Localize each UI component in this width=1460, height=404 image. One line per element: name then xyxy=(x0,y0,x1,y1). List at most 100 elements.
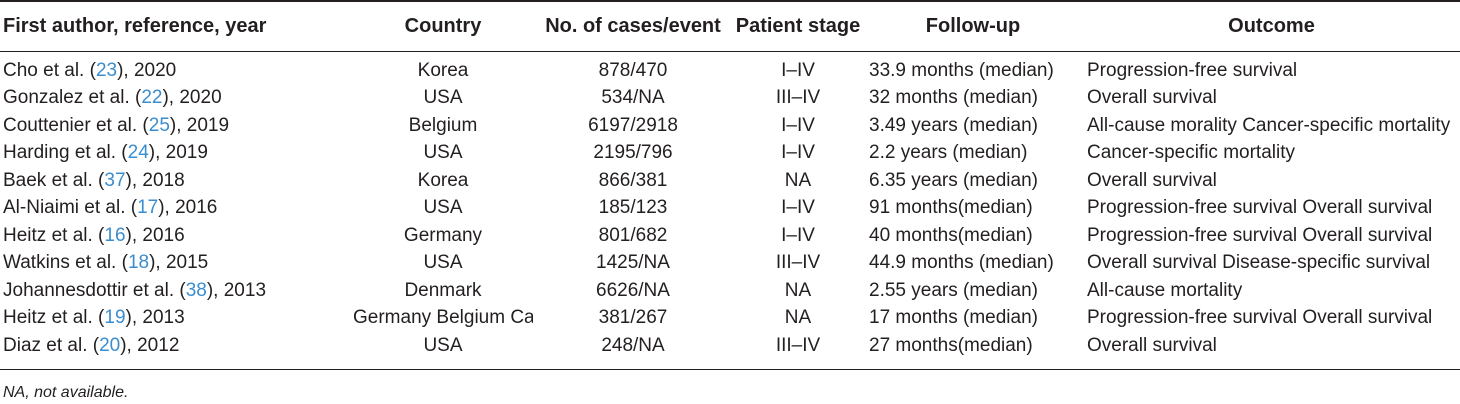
cell-country: Germany xyxy=(403,224,483,246)
reference-link[interactable]: 24 xyxy=(127,142,149,164)
table-row: Heitz et al. (19), 2013 Germany Belgium C… xyxy=(0,305,1460,333)
table-header: First author, reference, year Country No… xyxy=(0,2,1460,51)
cell-patient-stage: NA xyxy=(784,169,812,191)
cell-outcome: Overall survival xyxy=(1087,334,1217,356)
table-body: Cho et al. (23), 2020 Korea 878/470 I–IV 33.… xyxy=(0,51,1460,360)
studies-table: First author, reference, year Country No… xyxy=(0,2,1460,360)
cell-first-author: Cho et al. (23), 2020 xyxy=(0,51,353,85)
publication-year: ), 2018 xyxy=(125,169,185,191)
author-name: Cho et al. ( xyxy=(3,59,96,81)
header-outcome: Outcome xyxy=(1228,15,1315,37)
cell-first-author: Heitz et al. (16), 2016 xyxy=(0,222,353,250)
cell-outcome: Overall survival xyxy=(1087,87,1217,109)
cell-country: USA xyxy=(423,87,463,109)
cell-patient-stage: I–IV xyxy=(781,59,815,81)
table-row: Baek et al. (37), 2018 Korea 866/381 NA 6.35… xyxy=(0,167,1460,195)
reference-link[interactable]: 16 xyxy=(104,224,126,246)
cell-first-author: Watkins et al. (18), 2015 xyxy=(0,250,353,278)
author-name: Baek et al. ( xyxy=(3,169,105,191)
author-name: Harding et al. ( xyxy=(3,142,128,164)
cell-first-author: Heitz et al. (19), 2013 xyxy=(0,305,353,333)
publication-year: ), 2012 xyxy=(120,334,180,356)
cell-cases: 6626/NA xyxy=(596,279,670,301)
cell-outcome: Progression-free survival xyxy=(1087,59,1298,81)
cell-follow-up: 33.9 months (median) xyxy=(869,59,1054,81)
author-name: Al-Niaimi et al. ( xyxy=(3,197,138,219)
reference-link[interactable]: 37 xyxy=(104,169,126,191)
header-follow-up: Follow-up xyxy=(925,15,1021,37)
cell-cases: 248/NA xyxy=(601,334,665,356)
cell-follow-up: 40 months(median) xyxy=(869,224,1033,246)
cell-cases: 866/381 xyxy=(598,169,668,191)
header-patient-stage: Patient stage xyxy=(735,15,861,37)
cell-first-author: Johannesdottir et al. (38), 2013 xyxy=(0,277,353,305)
cell-outcome: Cancer-specific mortality xyxy=(1087,142,1295,164)
cell-country: Germany Belgium Canada xyxy=(353,307,533,329)
cell-patient-stage: I–IV xyxy=(781,142,815,164)
cell-country: USA xyxy=(423,142,463,164)
cell-first-author: Couttenier et al. (25), 2019 xyxy=(0,112,353,140)
author-name: Couttenier et al. ( xyxy=(3,114,149,136)
cell-patient-stage: III–IV xyxy=(775,334,821,356)
cell-outcome: Progression-free survival Overall surviv… xyxy=(1087,224,1433,246)
cell-patient-stage: NA xyxy=(784,279,812,301)
cell-country: USA xyxy=(423,334,463,356)
publication-year: ), 2020 xyxy=(117,59,177,81)
table-row: Watkins et al. (18), 2015 USA 1425/NA III–I… xyxy=(0,250,1460,278)
reference-link[interactable]: 25 xyxy=(148,114,170,136)
table-row: Al-Niaimi et al. (17), 2016 USA 185/123 I–I… xyxy=(0,195,1460,223)
cell-country: USA xyxy=(423,197,463,219)
reference-link[interactable]: 23 xyxy=(95,59,118,81)
cell-follow-up: 44.9 months (median) xyxy=(869,252,1054,274)
publication-year: ), 2019 xyxy=(148,142,208,164)
table-row: Gonzalez et al. (22), 2020 USA 534/NA III–I… xyxy=(0,85,1460,113)
cell-cases: 2195/796 xyxy=(593,142,673,164)
publication-year: ), 2013 xyxy=(125,307,185,329)
cell-first-author: Harding et al. (24), 2019 xyxy=(0,140,353,168)
cell-follow-up: 17 months (median) xyxy=(869,307,1038,329)
cell-cases: 185/123 xyxy=(598,197,668,219)
publication-year: ), 2020 xyxy=(162,87,222,109)
table-row: Johannesdottir et al. (38), 2013 Denmark 6… xyxy=(0,277,1460,305)
reference-link[interactable]: 20 xyxy=(99,334,121,356)
author-name: Diaz et al. ( xyxy=(3,334,100,356)
cell-patient-stage: I–IV xyxy=(781,114,815,136)
cell-first-author: Al-Niaimi et al. (17), 2016 xyxy=(0,195,353,223)
cell-country: USA xyxy=(423,252,463,274)
cell-first-author: Diaz et al. (20), 2012 xyxy=(0,332,353,360)
author-name: Gonzalez et al. ( xyxy=(3,87,142,109)
reference-link[interactable]: 17 xyxy=(137,197,159,219)
cell-first-author: Baek et al. (37), 2018 xyxy=(0,167,353,195)
cell-outcome: All-cause morality Cancer-specific morta… xyxy=(1087,114,1451,136)
cell-first-author: Gonzalez et al. (22), 2020 xyxy=(0,85,353,113)
author-name: Johannesdottir et al. ( xyxy=(3,279,186,301)
publication-year: ), 2015 xyxy=(149,252,209,274)
table-header-rule xyxy=(0,51,1460,52)
cell-follow-up: 91 months(median) xyxy=(869,197,1033,219)
reference-link[interactable]: 22 xyxy=(141,87,163,109)
reference-link[interactable]: 38 xyxy=(185,279,207,301)
header-row: First author, reference, year Country No… xyxy=(0,2,1460,51)
table-row: Diaz et al. (20), 2012 USA 248/NA III–IV 27 … xyxy=(0,332,1460,360)
cell-cases: 878/470 xyxy=(598,59,668,81)
cell-follow-up: 3.49 years (median) xyxy=(869,114,1038,136)
cell-country: Belgium xyxy=(408,114,478,136)
reference-link[interactable]: 19 xyxy=(104,307,126,329)
table-row: Harding et al. (24), 2019 USA 2195/796 I–IV… xyxy=(0,140,1460,168)
cell-patient-stage: III–IV xyxy=(775,252,821,274)
cell-outcome: Overall survival Disease-specific surviv… xyxy=(1087,252,1431,274)
publication-year: ), 2019 xyxy=(169,114,230,136)
reference-link[interactable]: 18 xyxy=(127,252,150,274)
header-first-author: First author, reference, year xyxy=(3,15,267,37)
header-cases: No. of cases/event xyxy=(545,15,721,37)
table-row: Heitz et al. (16), 2016 Germany 801/682 I–I… xyxy=(0,222,1460,250)
author-name: Watkins et al. ( xyxy=(3,252,128,274)
author-name: Heitz et al. ( xyxy=(3,224,105,246)
cell-patient-stage: III–IV xyxy=(775,87,821,109)
cell-country: Korea xyxy=(417,169,469,191)
cell-cases: 801/682 xyxy=(598,224,668,246)
cell-cases: 1425/NA xyxy=(596,252,670,274)
publication-year: ), 2013 xyxy=(206,279,267,301)
author-name: Heitz et al. ( xyxy=(3,307,105,329)
cell-cases: 534/NA xyxy=(601,87,665,109)
